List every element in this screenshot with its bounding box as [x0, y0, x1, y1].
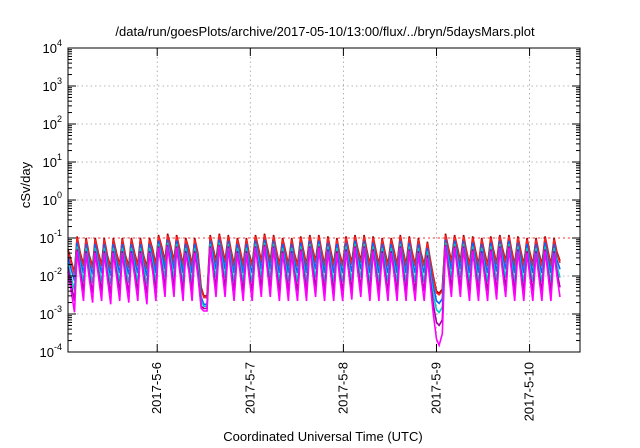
chart-title: /data/run/goesPlots/archive/2017-05-10/1… — [115, 24, 535, 39]
x-tick-label: 2017-5-6 — [149, 362, 164, 414]
y-tick-label: 103 — [43, 76, 62, 94]
y-tick-label: 101 — [43, 152, 62, 170]
tick-labels: 10-4 10-3 10-2 10-1 100 101 102 103 104 2017-5-6 2… — [40, 38, 537, 421]
y-tick-label: 100 — [43, 190, 62, 208]
y-tick-label: 10-2 — [40, 266, 62, 284]
series-line-6 — [67, 246, 561, 348]
y-tick-label: 10-3 — [40, 304, 62, 322]
plot-frame — [67, 47, 581, 353]
y-tick-label: 10-4 — [40, 342, 62, 360]
series-line-4 — [67, 242, 561, 314]
y-axis-label: cSv/day — [18, 161, 33, 208]
x-tick-label: 2017-5-7 — [242, 362, 257, 414]
y-tick-label: 102 — [43, 114, 62, 132]
x-tick-label: 2017-5-9 — [428, 362, 443, 414]
series-line-3 — [67, 239, 561, 306]
x-axis-label: Coordinated Universal Time (UTC) — [223, 429, 422, 444]
x-tick-label: 2017-5-8 — [335, 362, 350, 414]
series-line-2 — [67, 235, 561, 299]
series-lines — [67, 233, 580, 348]
grid-lines — [68, 48, 580, 352]
x-tick-label: 2017-5-10 — [522, 362, 537, 421]
y-tick-label: 10-1 — [40, 228, 62, 246]
y-tick-label: 104 — [43, 38, 62, 56]
